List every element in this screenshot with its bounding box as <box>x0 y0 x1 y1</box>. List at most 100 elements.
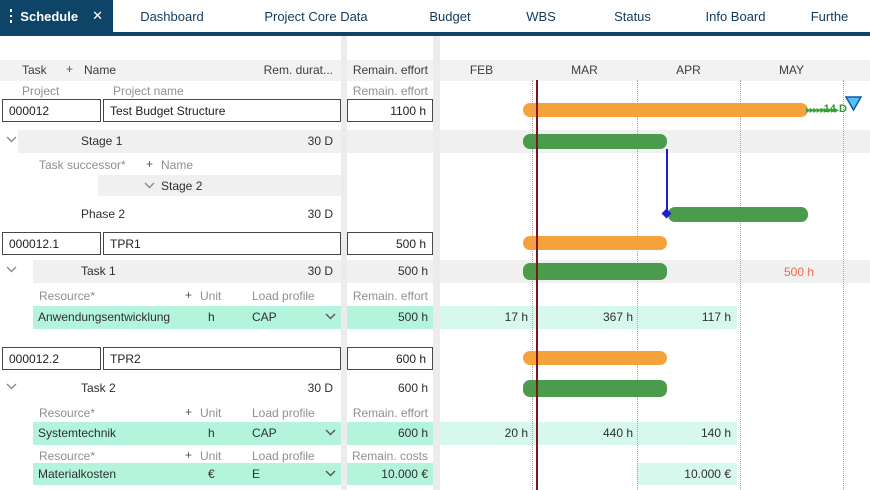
add-resource-button[interactable]: + <box>185 448 193 462</box>
resource2-row-background <box>33 422 341 445</box>
chevron-down-icon[interactable] <box>325 470 336 477</box>
subheader-load-profile: Load profile <box>252 289 315 303</box>
resource1-load-profile-select[interactable]: CAP <box>252 310 277 324</box>
project-id-input[interactable] <box>2 99 101 122</box>
chevron-down-icon[interactable] <box>144 182 155 189</box>
add-resource-button[interactable]: + <box>185 405 193 419</box>
phase2-duration-cell[interactable]: 30 D <box>307 207 333 221</box>
resource3-load-profile-select[interactable]: E <box>252 467 261 481</box>
gantt-bar-task2[interactable] <box>523 380 667 397</box>
task1-effort-cell[interactable]: 500 h <box>397 264 428 278</box>
tab-further[interactable]: Furthe <box>810 8 849 24</box>
resource2-mar-value: 440 h <box>602 426 633 440</box>
grid-line-apr-may <box>740 80 741 490</box>
gantt-bar-project[interactable] <box>523 103 808 117</box>
add-task-button[interactable]: + <box>66 62 74 76</box>
tpr1-effort-input[interactable] <box>347 232 433 255</box>
task1-name-cell[interactable]: Task 1 <box>81 264 116 278</box>
subheader-unit: Unit <box>200 289 222 303</box>
gantt-bar-tpr2[interactable] <box>523 351 667 365</box>
chevron-down-icon[interactable] <box>6 266 17 273</box>
add-resource-button[interactable]: + <box>185 288 193 302</box>
subheader-resource: Resource* <box>39 449 96 463</box>
deadline-marker-icon[interactable] <box>845 96 863 112</box>
gantt-bar-tpr1[interactable] <box>523 236 667 250</box>
resource1-unit-cell[interactable]: h <box>208 310 215 324</box>
task2-effort-cell[interactable]: 600 h <box>397 381 428 395</box>
resource1-effort-cell[interactable]: 500 h <box>397 310 428 324</box>
resource2-apr-value: 140 h <box>700 426 731 440</box>
column-header-remain-effort[interactable]: Remain. effort <box>352 63 428 77</box>
tab-schedule-label: Schedule <box>20 8 79 24</box>
chevron-down-icon[interactable] <box>6 136 17 143</box>
table-gantt-separator <box>433 36 440 490</box>
stage1-duration-cell[interactable]: 30 D <box>307 134 333 148</box>
stage1-name-cell[interactable]: Stage 1 <box>81 134 123 148</box>
resource3-name-cell[interactable]: Materialkosten <box>38 467 117 481</box>
close-icon[interactable]: ✕ <box>92 8 103 23</box>
slack-arrows-icon: ▸▸▸▸▸▸▸▸▸ <box>806 105 839 116</box>
task1-duration-cell[interactable]: 30 D <box>307 264 333 278</box>
task2-duration-cell[interactable]: 30 D <box>307 381 333 395</box>
resource2-feb-value: 20 h <box>504 426 528 440</box>
resource3-costs-cell[interactable]: 10.000 € <box>381 467 428 481</box>
project-effort-input[interactable] <box>347 99 433 122</box>
tpr1-name-input[interactable] <box>103 232 341 255</box>
tpr2-name-input[interactable] <box>103 347 341 370</box>
subheader-load-profile: Load profile <box>252 449 315 463</box>
tpr2-effort-input[interactable] <box>347 347 433 370</box>
tab-info-board[interactable]: Info Board <box>705 8 766 24</box>
gantt-bar-stage1[interactable] <box>523 134 667 149</box>
chevron-down-icon[interactable] <box>325 313 336 320</box>
gantt-bar-task1[interactable] <box>523 263 667 280</box>
task1-row-background <box>33 260 870 283</box>
menu-icon[interactable] <box>10 9 13 23</box>
gantt-bar-phase2[interactable] <box>668 207 808 222</box>
tab-wbs[interactable]: WBS <box>526 8 556 24</box>
add-successor-button[interactable]: + <box>146 157 154 171</box>
resource1-apr-value: 117 h <box>701 310 731 324</box>
stage2-row-background <box>98 175 345 196</box>
chevron-down-icon[interactable] <box>6 383 17 390</box>
grid-line-mar-apr <box>637 80 638 490</box>
stage2-successor-cell[interactable]: Stage 2 <box>161 179 203 193</box>
resource2-gantt-strip <box>440 422 737 445</box>
column-separator <box>341 36 347 490</box>
resource2-unit-cell[interactable]: h <box>208 426 215 440</box>
project-name-input[interactable] <box>103 99 341 122</box>
subheader-resource: Resource* <box>39 289 96 303</box>
resource1-name-cell[interactable]: Anwendungsentwicklung <box>38 310 171 324</box>
resource1-effort-background <box>347 306 433 329</box>
subheader-remain-costs: Remain. costs <box>351 449 428 463</box>
tab-schedule[interactable]: Schedule ✕ <box>0 0 113 32</box>
tpr2-id-input[interactable] <box>2 347 101 370</box>
grid-line-feb-mar <box>532 80 533 490</box>
month-label-apr: APR <box>676 63 701 77</box>
resource1-mar-value: 367 h <box>602 310 633 324</box>
resource2-name-cell[interactable]: Systemtechnik <box>38 426 117 440</box>
tab-budget[interactable]: Budget <box>429 8 471 24</box>
subheader-unit: Unit <box>200 449 222 463</box>
resource2-effort-background <box>347 422 433 445</box>
resource2-effort-cell[interactable]: 600 h <box>397 426 428 440</box>
task2-name-cell[interactable]: Task 2 <box>81 381 116 395</box>
resource3-costs-background <box>347 463 433 485</box>
subheader-project-name: Project name <box>113 84 184 98</box>
tab-project-core-data[interactable]: Project Core Data <box>264 8 368 24</box>
chevron-down-icon[interactable] <box>325 429 336 436</box>
resource3-unit-cell[interactable]: € <box>208 467 215 481</box>
column-header-name[interactable]: Name <box>84 63 117 77</box>
subheader-unit: Unit <box>200 406 222 420</box>
tab-dashboard[interactable]: Dashboard <box>140 8 204 24</box>
tpr1-id-input[interactable] <box>2 232 101 255</box>
column-header-rem-duration[interactable]: Rem. durat... <box>263 63 333 77</box>
phase2-name-cell[interactable]: Phase 2 <box>81 207 126 221</box>
grid-line-may-jun <box>843 80 844 490</box>
month-label-feb: FEB <box>469 63 494 77</box>
tab-bar: Schedule ✕ Dashboard Project Core Data B… <box>0 0 870 32</box>
column-header-task[interactable]: Task <box>22 63 47 77</box>
month-label-may: MAY <box>778 63 805 77</box>
resource2-load-profile-select[interactable]: CAP <box>252 426 277 440</box>
tab-status[interactable]: Status <box>614 8 651 24</box>
